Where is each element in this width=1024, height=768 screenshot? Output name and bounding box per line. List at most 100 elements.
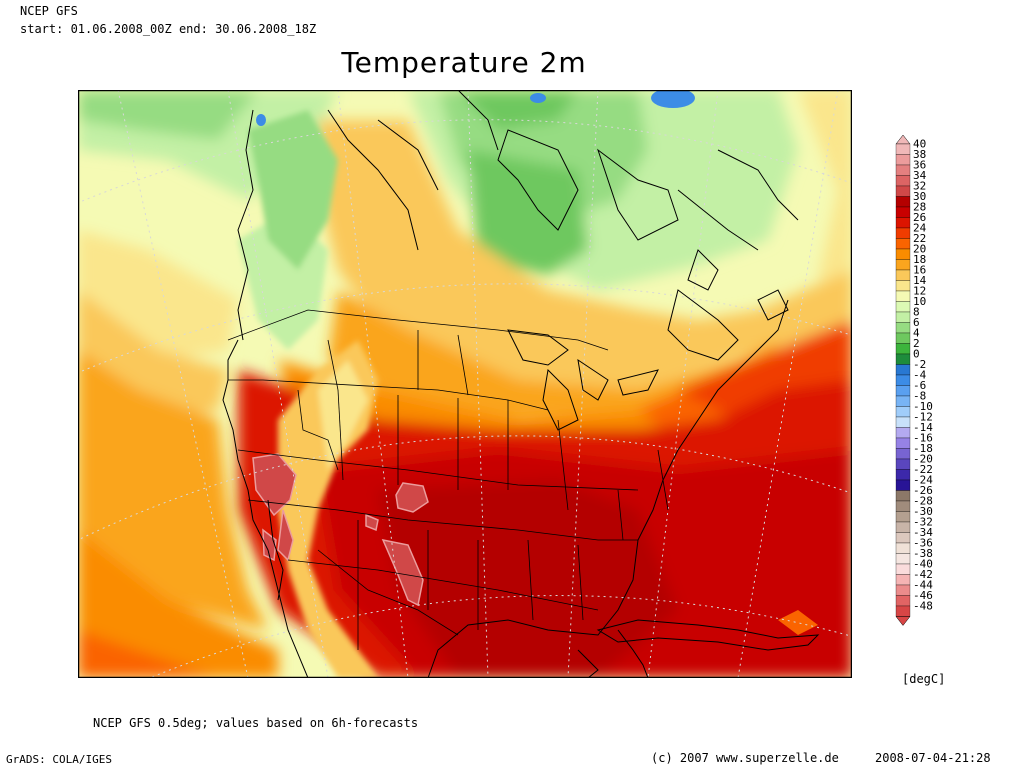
legend-swatch: [895, 385, 911, 397]
legend-label: -30: [913, 505, 933, 518]
legend-label: 28: [913, 201, 926, 214]
legend-label: 6: [913, 316, 920, 329]
legend-label: -14: [913, 421, 933, 434]
graticule: [78, 90, 852, 678]
legend-label: 12: [913, 285, 926, 298]
legend-label: -24: [913, 474, 933, 487]
legend-label: 36: [913, 159, 926, 172]
legend-label: -36: [913, 537, 933, 550]
legend-label: 32: [913, 180, 926, 193]
legend-swatch: [895, 448, 911, 460]
legend-swatch: [895, 469, 911, 481]
legend-swatch: [895, 605, 911, 617]
legend-swatch: [895, 511, 911, 523]
legend-swatch: [895, 595, 911, 607]
color-legend: 4038363432302826242220181614121086420-2-…: [895, 134, 933, 626]
legend-label: -48: [913, 600, 933, 613]
coastlines: [222, 90, 820, 678]
legend-label: 14: [913, 274, 927, 287]
legend-swatch: [895, 364, 911, 376]
legend-label: -20: [913, 453, 933, 466]
legend-label: -40: [913, 558, 933, 571]
political-borders: [227, 309, 669, 650]
period-label: start: 01.06.2008_00Z end: 30.06.2008_18…: [20, 22, 317, 36]
legend-swatch: [895, 427, 911, 439]
legend-swatch: [895, 206, 911, 218]
legend-swatch: [895, 374, 911, 386]
legend-swatch: [895, 416, 911, 428]
legend-swatch: [895, 280, 911, 292]
legend-swatch: [895, 574, 911, 586]
legend-swatch: [895, 238, 911, 250]
legend-swatch: [895, 154, 911, 166]
map-frame: [78, 90, 852, 678]
legend-label: -18: [913, 442, 933, 455]
legend-label: 38: [913, 148, 926, 161]
temperature-map: [78, 90, 852, 678]
legend-label: -28: [913, 495, 933, 508]
legend-label: -42: [913, 568, 933, 581]
hot-spots: [252, 453, 818, 635]
legend-swatch: [895, 143, 911, 155]
map-title: Temperature 2m: [341, 46, 587, 79]
legend-label: 22: [913, 232, 926, 245]
legend-label: -4: [913, 369, 927, 382]
legend-label: -44: [913, 579, 933, 592]
model-label: NCEP GFS: [20, 4, 78, 18]
legend-swatch: [895, 406, 911, 418]
legend-swatch: [895, 542, 911, 554]
legend-swatch: [895, 217, 911, 229]
legend-swatch: [895, 185, 911, 197]
legend-swatch: [895, 290, 911, 302]
legend-label: -8: [913, 390, 926, 403]
legend-label: 18: [913, 253, 926, 266]
legend-label: 20: [913, 243, 926, 256]
legend-swatch: [895, 322, 911, 334]
legend-label: -38: [913, 547, 933, 560]
legend-swatch: [895, 269, 911, 281]
legend-swatch: [895, 521, 911, 533]
legend-swatch: [895, 259, 911, 271]
legend-swatch: [895, 196, 911, 208]
legend-swatch: [895, 332, 911, 344]
legend-unit: [degC]: [902, 672, 946, 686]
legend-label: 2: [913, 337, 920, 350]
timestamp: 2008-07-04-21:28: [875, 751, 991, 765]
legend-label: -2: [913, 358, 926, 371]
legend-label: -26: [913, 484, 933, 497]
legend-label: 30: [913, 190, 926, 203]
legend-label: 16: [913, 264, 926, 277]
legend-swatch: [895, 553, 911, 565]
legend-swatch: [895, 248, 911, 260]
legend-label: -16: [913, 432, 933, 445]
legend-label: -12: [913, 411, 933, 424]
legend-swatch: [895, 164, 911, 176]
legend-label: 40: [913, 138, 926, 151]
legend-swatch: [895, 395, 911, 407]
legend-swatch: [895, 301, 911, 313]
legend-swatch: [895, 490, 911, 502]
legend-label: 8: [913, 306, 920, 319]
legend-swatch: [895, 353, 911, 365]
legend-swatch: [895, 458, 911, 470]
legend-label: -22: [913, 463, 933, 476]
mountain-cool-zone: [238, 110, 378, 678]
data-note: NCEP GFS 0.5deg; values based on 6h-fore…: [93, 716, 419, 730]
legend-bottom-arrow: [895, 616, 911, 626]
legend-swatch: [895, 343, 911, 355]
copyright: (c) 2007 www.superzelle.de: [651, 751, 839, 765]
legend-label: 26: [913, 211, 926, 224]
legend-swatch: [895, 584, 911, 596]
legend-swatch: [895, 563, 911, 575]
legend-swatch: [895, 532, 911, 544]
legend-label: 24: [913, 222, 927, 235]
legend-label: -32: [913, 516, 933, 529]
legend-label: 4: [913, 327, 920, 340]
cold-patches: [256, 90, 695, 126]
legend-swatch: [895, 175, 911, 187]
legend-label: 10: [913, 295, 926, 308]
legend-label: -34: [913, 526, 933, 539]
legend-top-arrow: [895, 134, 911, 145]
legend-label: 0: [913, 348, 920, 361]
legend-swatch: [895, 227, 911, 239]
